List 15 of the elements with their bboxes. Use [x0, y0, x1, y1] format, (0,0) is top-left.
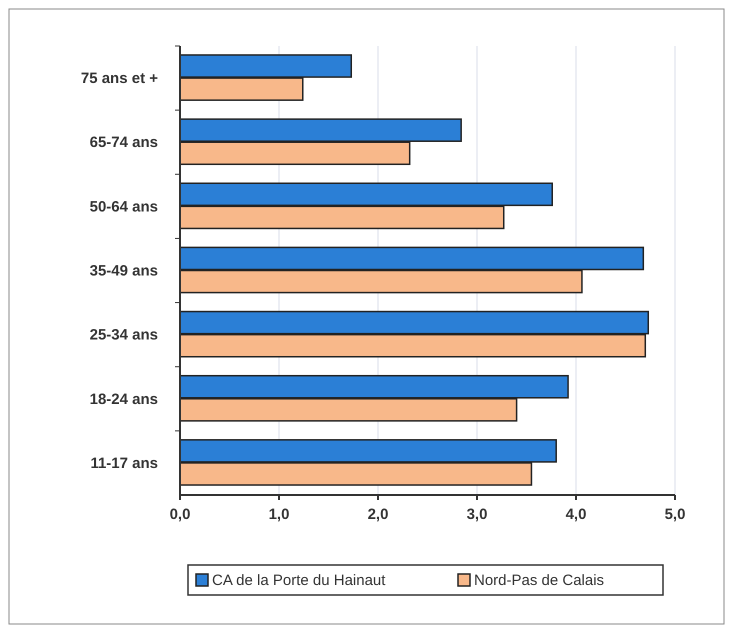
legend-label: CA de la Porte du Hainaut — [212, 572, 386, 589]
x-tick-label: 2,0 — [368, 506, 388, 523]
x-tick-label: 5,0 — [664, 506, 686, 523]
x-tick-label: 3,0 — [466, 506, 488, 523]
x-tick-label: 0,0 — [170, 506, 190, 523]
x-tick-label: 1,0 — [268, 506, 290, 523]
y-tick-label: 25-34 ans — [90, 326, 158, 344]
y-tick-label: 35-49 ans — [90, 262, 158, 280]
legend-label: Nord-Pas de Calais — [474, 572, 604, 589]
y-tick-label: 50-64 ans — [90, 198, 158, 216]
y-tick-label: 18-24 ans — [90, 390, 158, 408]
y-tick-label: 11-17 ans — [90, 454, 158, 472]
y-tick-label: 75 ans et + — [80, 70, 158, 88]
y-tick-label: 65-74 ans — [90, 134, 158, 152]
x-tick-label: 4,0 — [566, 506, 586, 523]
